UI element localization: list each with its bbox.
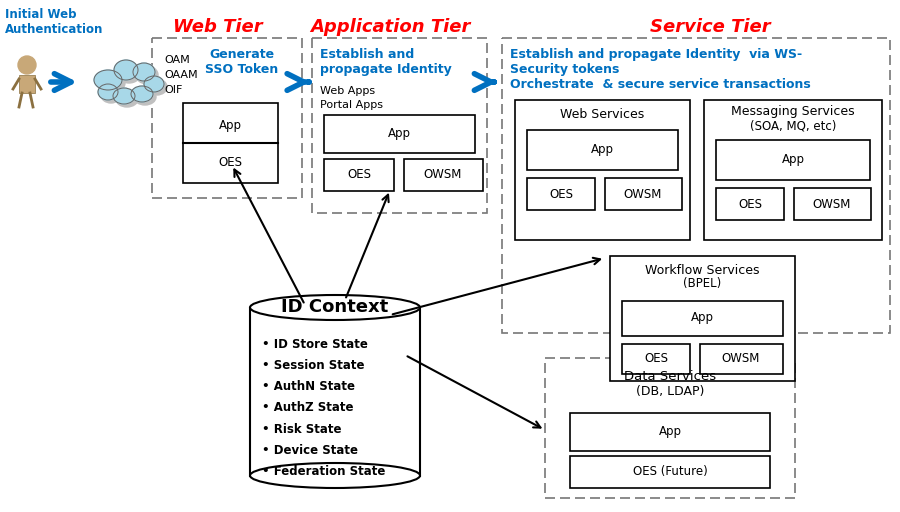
Ellipse shape [114, 60, 138, 80]
Text: Messaging Services: Messaging Services [731, 105, 855, 118]
Text: (BPEL): (BPEL) [683, 278, 722, 290]
Bar [19, 75, 35, 93]
Text: App: App [691, 311, 714, 325]
Bar [794, 188, 871, 220]
Ellipse shape [144, 76, 164, 92]
Text: OWSM: OWSM [624, 187, 662, 201]
Text: Web Apps: Web Apps [320, 86, 375, 96]
Text: Establish and propagate Identity  via WS-: Establish and propagate Identity via WS- [510, 48, 802, 61]
Ellipse shape [113, 88, 135, 104]
Bar [404, 159, 483, 191]
Text: Workflow Services: Workflow Services [645, 264, 760, 276]
Text: OWSM: OWSM [424, 168, 463, 181]
Text: OWSM: OWSM [722, 352, 760, 366]
Ellipse shape [116, 91, 138, 107]
Bar [152, 38, 302, 198]
Bar [324, 159, 394, 191]
Text: OES (Future): OES (Future) [633, 465, 707, 479]
Ellipse shape [101, 87, 121, 103]
Text: • Risk State: • Risk State [262, 422, 341, 436]
Text: ID Context: ID Context [282, 298, 389, 316]
Text: • Session State: • Session State [262, 359, 364, 372]
Text: Web Services: Web Services [561, 108, 644, 120]
Text: App: App [781, 154, 805, 166]
Text: Service Tier: Service Tier [650, 18, 770, 36]
Bar [622, 301, 783, 336]
Text: • Federation State: • Federation State [262, 465, 385, 478]
Text: Orchestrate  & secure service transactions: Orchestrate & secure service transaction… [510, 78, 811, 91]
Bar [515, 100, 690, 240]
Bar [312, 38, 487, 213]
Bar [622, 344, 690, 374]
Text: App: App [388, 127, 411, 140]
Text: propagate Identity: propagate Identity [320, 63, 452, 76]
Text: Security tokens: Security tokens [510, 63, 619, 76]
Ellipse shape [97, 73, 125, 93]
Bar [545, 358, 795, 498]
Bar [704, 100, 882, 240]
Ellipse shape [98, 84, 118, 100]
Ellipse shape [250, 463, 420, 488]
Ellipse shape [250, 295, 420, 320]
Text: OES: OES [738, 198, 762, 210]
Ellipse shape [117, 63, 141, 83]
Text: Portal Apps: Portal Apps [320, 100, 383, 110]
Bar [324, 115, 475, 153]
Bar [502, 38, 890, 333]
Text: SSO Token: SSO Token [205, 63, 279, 76]
Bar [570, 456, 770, 488]
Text: OAM: OAM [164, 55, 190, 65]
Text: • AuthN State: • AuthN State [262, 380, 355, 393]
Text: Application Tier: Application Tier [310, 18, 470, 36]
Text: OES: OES [644, 352, 668, 366]
Text: App: App [659, 425, 681, 438]
Bar [605, 178, 682, 210]
Circle shape [18, 56, 36, 74]
Ellipse shape [133, 63, 155, 81]
Text: OIF: OIF [164, 85, 183, 95]
Text: OES: OES [347, 168, 371, 181]
Bar [527, 130, 678, 170]
Text: Web Tier: Web Tier [173, 18, 263, 36]
Text: OWSM: OWSM [813, 198, 851, 210]
Text: • Device State: • Device State [262, 444, 358, 457]
Text: • ID Store State: • ID Store State [262, 338, 368, 351]
Text: OES: OES [549, 187, 573, 201]
Ellipse shape [94, 70, 122, 90]
Text: Initial Web
Authentication: Initial Web Authentication [5, 8, 104, 36]
Text: (SOA, MQ, etc): (SOA, MQ, etc) [750, 119, 836, 133]
Bar [570, 413, 770, 451]
Bar [610, 256, 795, 381]
Bar [716, 140, 870, 180]
Bar [700, 344, 783, 374]
Bar [183, 103, 278, 183]
Text: OES: OES [219, 157, 242, 169]
Text: App: App [219, 118, 242, 132]
Bar [527, 178, 595, 210]
Text: App: App [591, 143, 614, 157]
Text: • AuthZ State: • AuthZ State [262, 401, 354, 414]
Bar [250, 308, 420, 476]
Text: Data Services: Data Services [624, 370, 716, 382]
Ellipse shape [134, 89, 156, 105]
Ellipse shape [136, 66, 158, 84]
Text: Establish and: Establish and [320, 48, 414, 61]
Ellipse shape [147, 79, 167, 95]
Ellipse shape [131, 86, 153, 102]
Text: OAAM: OAAM [164, 70, 198, 80]
Text: Generate: Generate [210, 48, 274, 61]
Text: (DB, LDAP): (DB, LDAP) [635, 386, 704, 398]
Bar [716, 188, 784, 220]
